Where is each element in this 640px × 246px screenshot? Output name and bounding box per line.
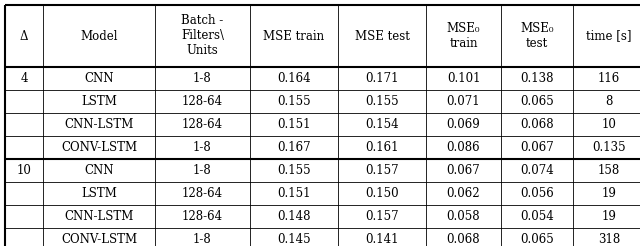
- Text: 0.141: 0.141: [365, 233, 399, 246]
- Text: 0.069: 0.069: [447, 118, 481, 131]
- Text: 1-8: 1-8: [193, 164, 212, 177]
- Text: 0.074: 0.074: [520, 164, 554, 177]
- Text: 0.155: 0.155: [277, 95, 311, 108]
- Text: Δ: Δ: [20, 30, 28, 43]
- Text: LSTM: LSTM: [81, 95, 117, 108]
- Text: 0.068: 0.068: [520, 118, 554, 131]
- Text: Batch -
Filters\
Units: Batch - Filters\ Units: [181, 15, 224, 58]
- Text: 0.171: 0.171: [365, 72, 399, 85]
- Text: 0.161: 0.161: [365, 141, 399, 154]
- Text: 0.062: 0.062: [447, 187, 480, 200]
- Text: 0.155: 0.155: [277, 164, 311, 177]
- Text: 1-8: 1-8: [193, 233, 212, 246]
- Text: LSTM: LSTM: [81, 187, 117, 200]
- Text: 0.054: 0.054: [520, 210, 554, 223]
- Text: 10: 10: [602, 118, 616, 131]
- Text: CONV-LSTM: CONV-LSTM: [61, 141, 137, 154]
- Text: time [s]: time [s]: [586, 30, 632, 43]
- Text: Model: Model: [80, 30, 118, 43]
- Text: 19: 19: [602, 210, 616, 223]
- Text: 0.138: 0.138: [520, 72, 554, 85]
- Text: 128-64: 128-64: [182, 210, 223, 223]
- Text: 0.065: 0.065: [520, 233, 554, 246]
- Text: 128-64: 128-64: [182, 187, 223, 200]
- Text: 116: 116: [598, 72, 620, 85]
- Text: 0.151: 0.151: [277, 118, 311, 131]
- Text: 318: 318: [598, 233, 620, 246]
- Text: 10: 10: [17, 164, 31, 177]
- Text: 8: 8: [605, 95, 612, 108]
- Text: 0.065: 0.065: [520, 95, 554, 108]
- Text: 0.068: 0.068: [447, 233, 480, 246]
- Text: 0.157: 0.157: [365, 210, 399, 223]
- Text: MSE₀
train: MSE₀ train: [447, 22, 480, 50]
- Text: 0.151: 0.151: [277, 187, 311, 200]
- Text: 0.101: 0.101: [447, 72, 480, 85]
- Text: CNN-LSTM: CNN-LSTM: [64, 210, 134, 223]
- Text: 0.071: 0.071: [447, 95, 480, 108]
- Text: 0.164: 0.164: [277, 72, 311, 85]
- Text: 4: 4: [20, 72, 28, 85]
- Text: 0.145: 0.145: [277, 233, 311, 246]
- Text: 0.150: 0.150: [365, 187, 399, 200]
- Text: 0.167: 0.167: [277, 141, 311, 154]
- Text: MSE test: MSE test: [355, 30, 410, 43]
- Text: 0.067: 0.067: [447, 164, 481, 177]
- Text: 158: 158: [598, 164, 620, 177]
- Text: MSE₀
test: MSE₀ test: [520, 22, 554, 50]
- Text: MSE train: MSE train: [264, 30, 324, 43]
- Text: 128-64: 128-64: [182, 118, 223, 131]
- Text: 0.056: 0.056: [520, 187, 554, 200]
- Text: CNN-LSTM: CNN-LSTM: [64, 118, 134, 131]
- Text: 0.058: 0.058: [447, 210, 480, 223]
- Text: CNN: CNN: [84, 72, 114, 85]
- Text: 0.086: 0.086: [447, 141, 480, 154]
- Text: 0.155: 0.155: [365, 95, 399, 108]
- Text: 0.067: 0.067: [520, 141, 554, 154]
- Text: 0.154: 0.154: [365, 118, 399, 131]
- Text: 128-64: 128-64: [182, 95, 223, 108]
- Text: 0.148: 0.148: [277, 210, 311, 223]
- Text: 0.135: 0.135: [592, 141, 626, 154]
- Text: 1-8: 1-8: [193, 141, 212, 154]
- Text: CNN: CNN: [84, 164, 114, 177]
- Text: 1-8: 1-8: [193, 72, 212, 85]
- Text: 19: 19: [602, 187, 616, 200]
- Text: CONV-LSTM: CONV-LSTM: [61, 233, 137, 246]
- Text: 0.157: 0.157: [365, 164, 399, 177]
